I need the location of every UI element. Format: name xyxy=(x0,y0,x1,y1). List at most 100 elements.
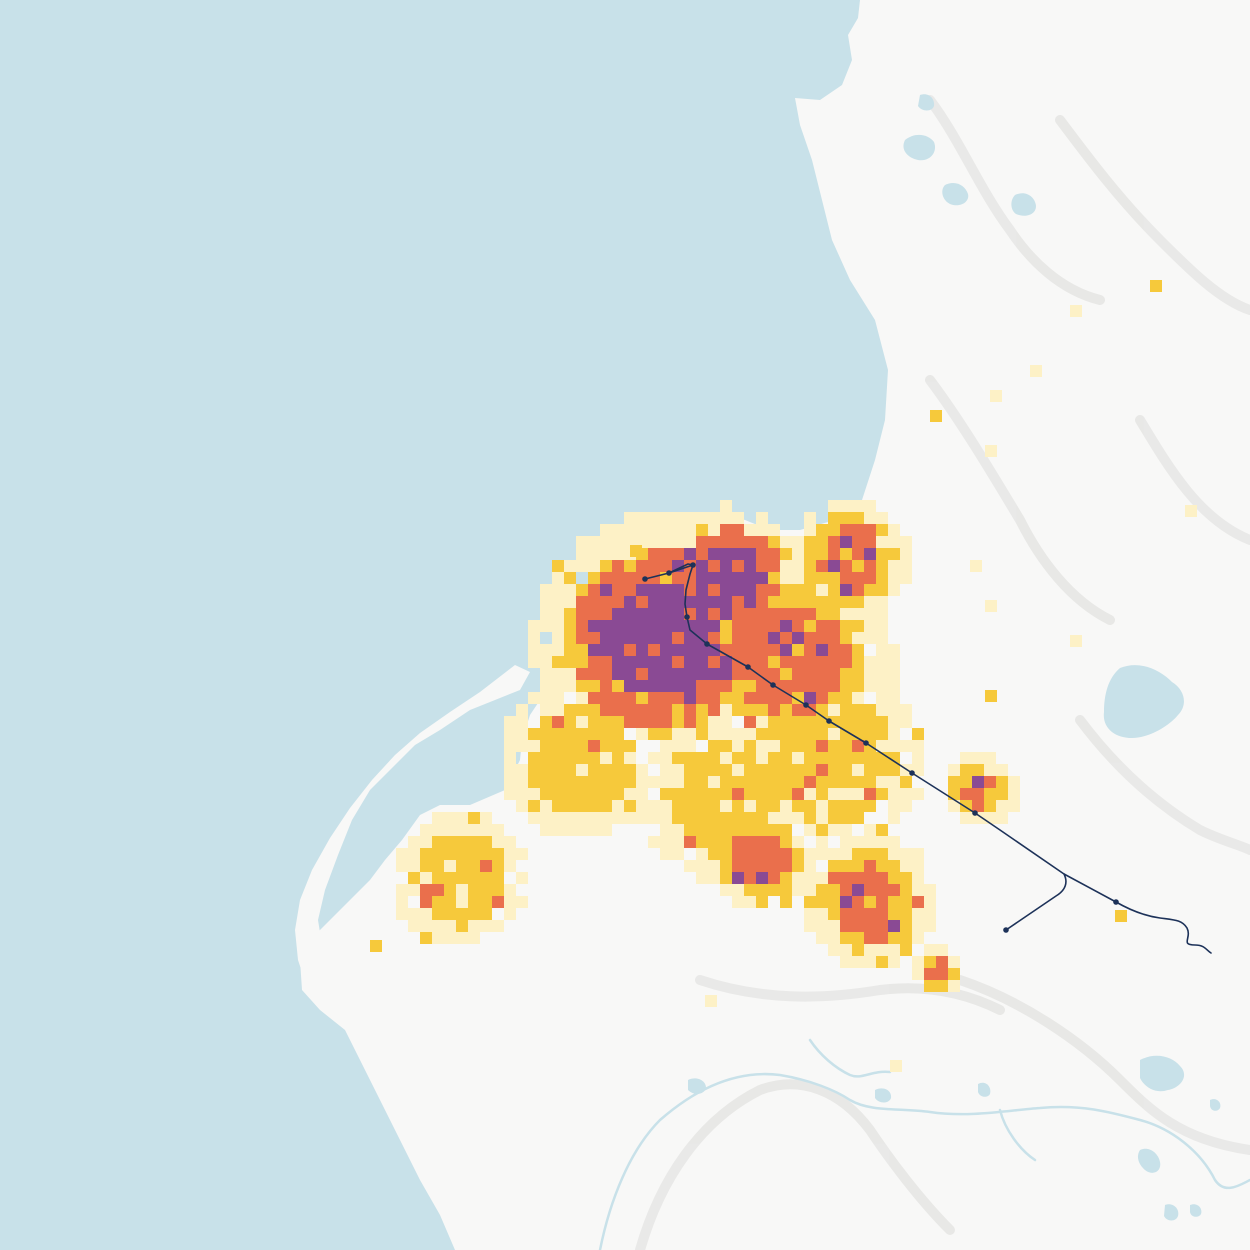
density-cell xyxy=(708,824,720,836)
density-cell xyxy=(684,764,696,776)
station-marker[interactable] xyxy=(666,570,672,576)
station-marker[interactable] xyxy=(1003,927,1009,933)
density-cell xyxy=(564,812,576,824)
density-cell xyxy=(612,656,624,668)
density-cell xyxy=(588,716,600,728)
density-cell xyxy=(864,920,876,932)
density-cell xyxy=(876,560,888,572)
density-cell xyxy=(576,680,588,692)
density-cell xyxy=(876,956,888,968)
station-marker[interactable] xyxy=(803,702,809,708)
density-cell xyxy=(888,524,900,536)
density-cell xyxy=(480,848,492,860)
density-cell xyxy=(852,644,864,656)
density-cell xyxy=(912,860,924,872)
density-cell xyxy=(564,788,576,800)
density-cell xyxy=(492,836,504,848)
density-cell xyxy=(948,956,960,968)
density-cell xyxy=(780,656,792,668)
density-cell xyxy=(708,548,720,560)
density-cell xyxy=(840,788,852,800)
density-cell xyxy=(840,776,852,788)
density-cell xyxy=(828,884,840,896)
density-cell xyxy=(552,572,564,584)
density-cell xyxy=(864,752,876,764)
density-cell xyxy=(588,632,600,644)
density-cell xyxy=(816,896,828,908)
density-cell xyxy=(504,848,516,860)
density-cell xyxy=(516,848,528,860)
density-cell xyxy=(840,740,852,752)
density-cell xyxy=(828,908,840,920)
station-marker[interactable] xyxy=(863,740,869,746)
station-marker[interactable] xyxy=(704,641,710,647)
density-cell xyxy=(840,656,852,668)
density-cell xyxy=(864,764,876,776)
station-marker[interactable] xyxy=(972,810,978,816)
density-cell xyxy=(708,836,720,848)
density-cell xyxy=(756,824,768,836)
density-cell xyxy=(852,632,864,644)
density-cell xyxy=(768,608,780,620)
density-cell xyxy=(828,812,840,824)
density-cell xyxy=(576,692,588,704)
station-marker[interactable] xyxy=(909,770,915,776)
density-cell xyxy=(732,524,744,536)
density-cell xyxy=(552,824,564,836)
density-cell xyxy=(732,608,744,620)
density-cell xyxy=(744,644,756,656)
density-cell xyxy=(780,572,792,584)
density-cell xyxy=(696,800,708,812)
density-cell xyxy=(420,860,432,872)
density-cell xyxy=(756,632,768,644)
density-cell xyxy=(672,704,684,716)
density-cell xyxy=(672,812,684,824)
station-marker[interactable] xyxy=(745,664,751,670)
density-cell xyxy=(888,800,900,812)
density-cell xyxy=(900,788,912,800)
rail-branch xyxy=(1005,873,1067,931)
station-marker[interactable] xyxy=(690,562,696,568)
station-marker[interactable] xyxy=(826,718,832,724)
density-cell xyxy=(696,620,708,632)
density-cell xyxy=(696,848,708,860)
density-cell xyxy=(816,836,828,848)
density-cell xyxy=(444,824,456,836)
density-cell xyxy=(600,668,612,680)
density-cell xyxy=(708,704,720,716)
density-cell xyxy=(588,572,600,584)
density-cell xyxy=(876,896,888,908)
density-cell xyxy=(930,410,942,422)
density-cell xyxy=(480,896,492,908)
density-cell xyxy=(624,620,636,632)
density-cell xyxy=(720,524,732,536)
density-cell xyxy=(744,620,756,632)
density-cell xyxy=(876,524,888,536)
density-cell xyxy=(1070,305,1082,317)
density-cell xyxy=(672,740,684,752)
density-cell xyxy=(768,584,780,596)
density-cell xyxy=(552,656,564,668)
station-marker[interactable] xyxy=(770,682,776,688)
density-cell xyxy=(528,800,540,812)
station-marker[interactable] xyxy=(642,576,648,582)
station-marker[interactable] xyxy=(1113,899,1119,905)
density-cell xyxy=(912,932,924,944)
density-cell xyxy=(708,536,720,548)
density-cell xyxy=(780,824,792,836)
density-cell xyxy=(624,524,636,536)
density-cell xyxy=(576,548,588,560)
density-cell xyxy=(852,848,864,860)
stations-layer xyxy=(642,562,1119,933)
density-cell xyxy=(792,680,804,692)
density-cell xyxy=(720,680,732,692)
density-cell xyxy=(816,608,828,620)
density-cell xyxy=(900,548,912,560)
density-cell xyxy=(816,596,828,608)
station-marker[interactable] xyxy=(684,614,690,620)
density-cell xyxy=(636,716,648,728)
density-cell xyxy=(540,668,552,680)
density-cell xyxy=(912,884,924,896)
